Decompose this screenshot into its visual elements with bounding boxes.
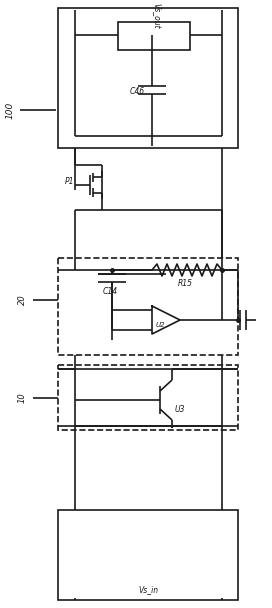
Polygon shape <box>152 306 180 334</box>
Bar <box>58 510 238 600</box>
Text: Vs_out: Vs_out <box>152 3 161 29</box>
Bar <box>58 365 238 430</box>
Text: R15: R15 <box>178 280 193 289</box>
Text: 100: 100 <box>5 102 14 119</box>
Text: C46: C46 <box>130 88 145 97</box>
Text: U2: U2 <box>155 322 165 328</box>
Bar <box>58 258 238 355</box>
Bar <box>118 22 190 50</box>
Bar <box>58 8 238 148</box>
Text: C14: C14 <box>103 288 118 297</box>
Text: P1: P1 <box>65 176 75 185</box>
Text: 10: 10 <box>17 393 26 403</box>
Text: U3: U3 <box>175 406 186 415</box>
Text: 20: 20 <box>17 295 26 305</box>
Text: Vs_in: Vs_in <box>138 586 158 595</box>
